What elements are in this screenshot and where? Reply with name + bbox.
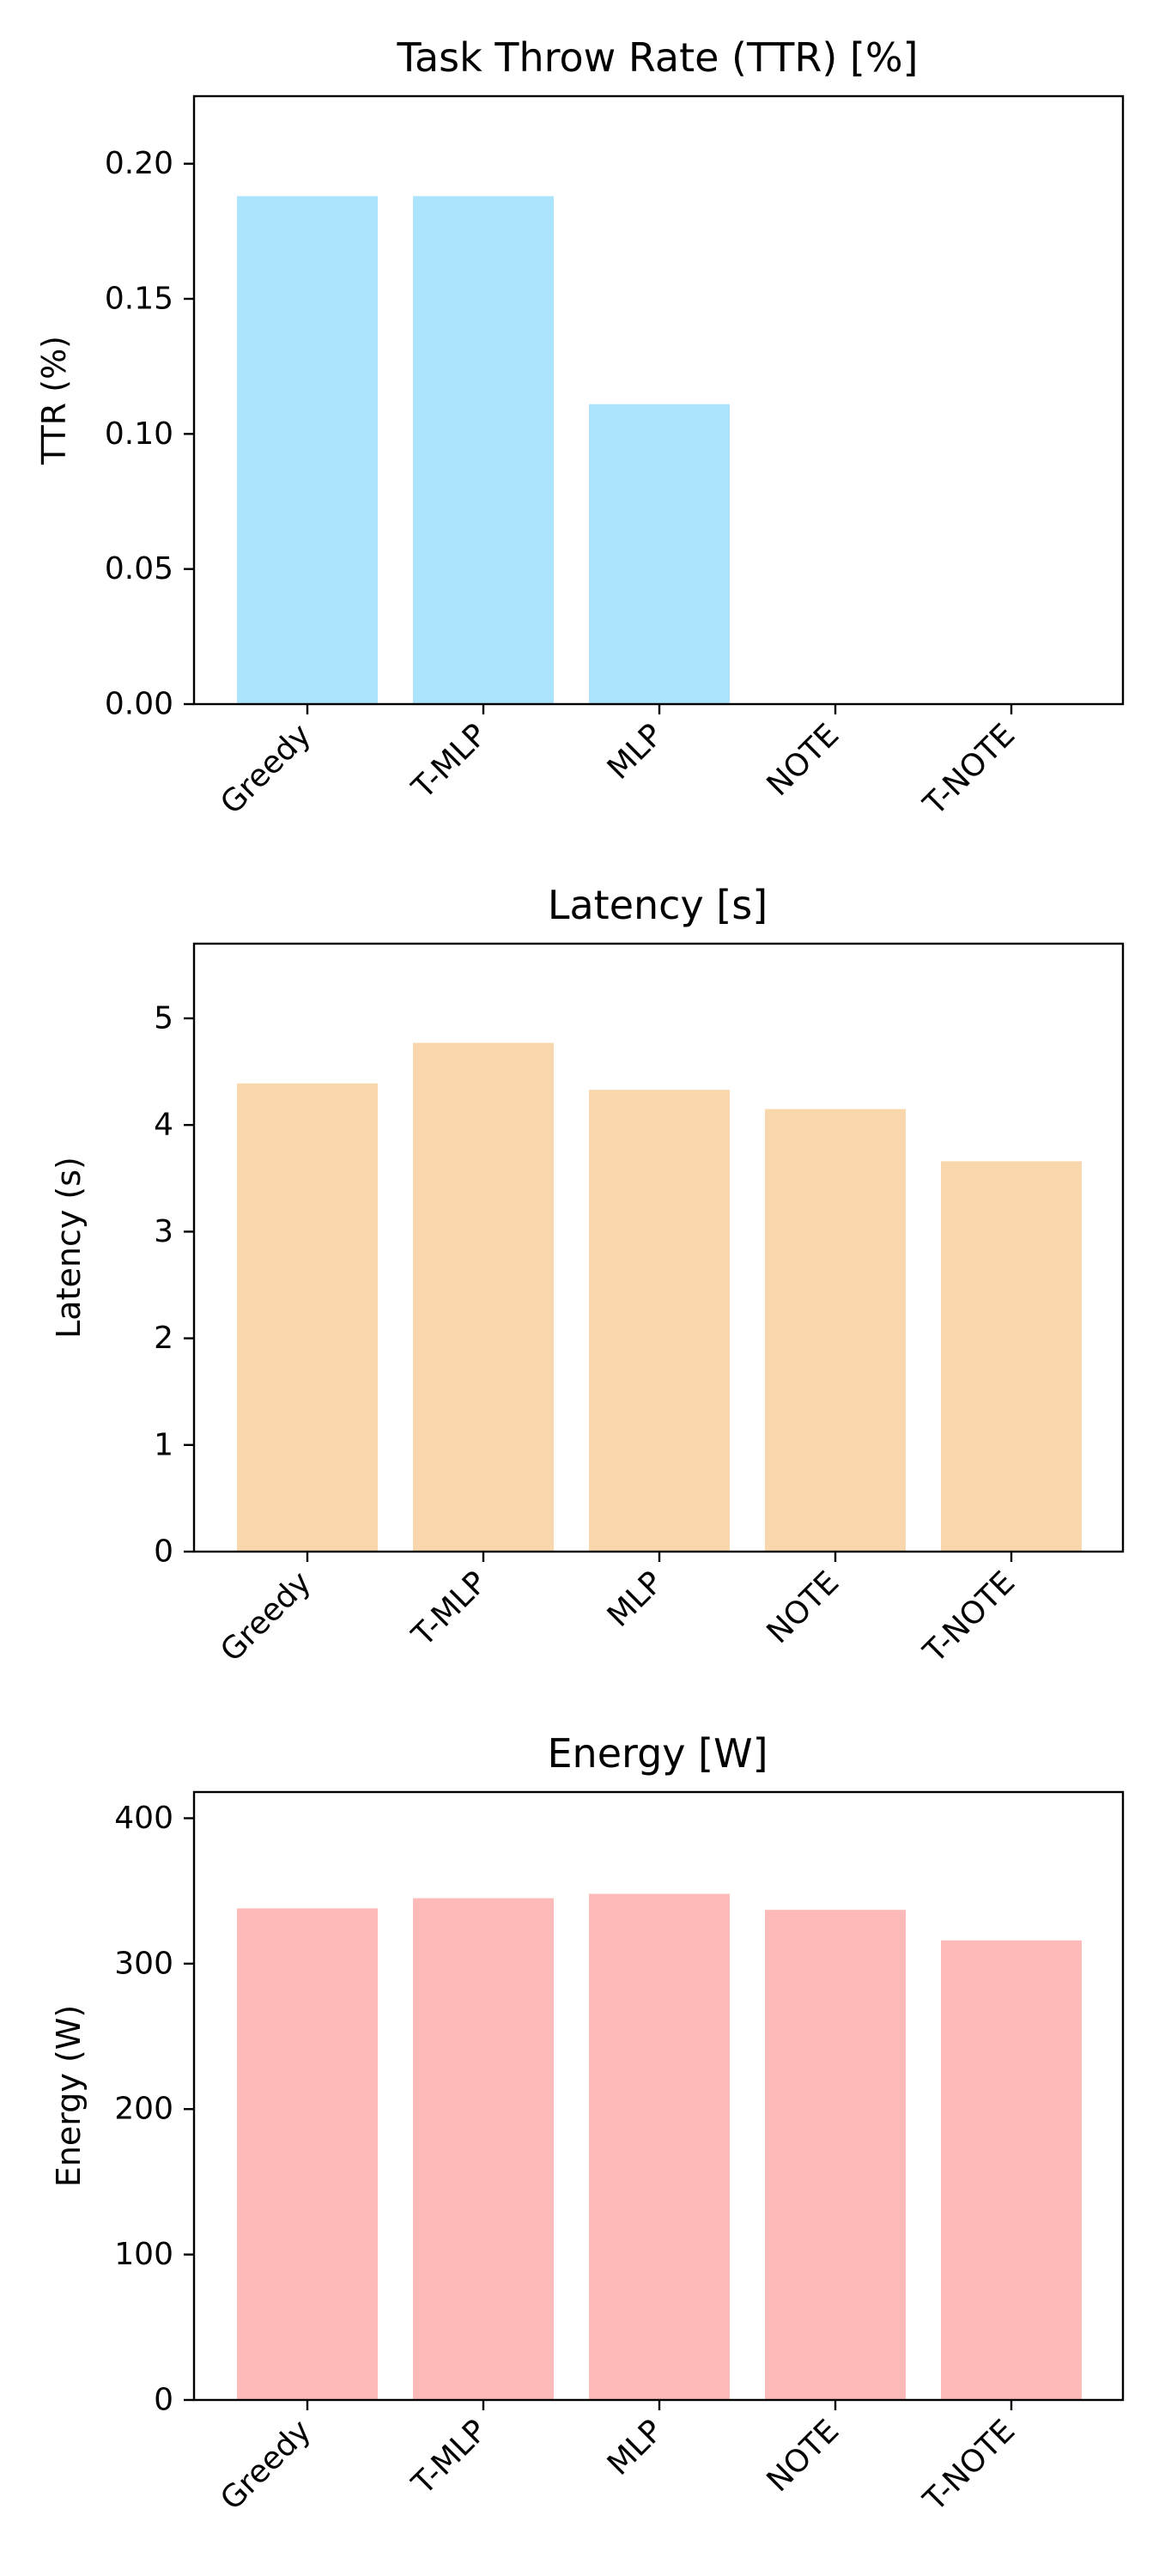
latency-bar-t-mlp	[413, 1042, 554, 1552]
latency-y-ticks: 0 1 2 3 4 5	[154, 1000, 194, 1570]
ttr-bar-mlp	[589, 404, 730, 704]
energy-x-tick-label: T-MLP	[405, 2413, 495, 2502]
energy-x-ticks: Greedy T-MLP MLP NOTE T-NOTE	[214, 2400, 1022, 2518]
energy-y-tick-label: 100	[114, 2237, 173, 2272]
ttr-chart-title: Task Throw Rate (TTR) [%]	[396, 34, 918, 81]
energy-y-tick-label: 200	[114, 2092, 173, 2127]
latency-y-tick-label: 2	[154, 1321, 173, 1356]
energy-bar-note	[765, 1910, 906, 2400]
latency-x-tick-label: MLP	[601, 1564, 670, 1633]
latency-bars	[237, 1042, 1082, 1552]
latency-x-tick-label: NOTE	[761, 1564, 846, 1650]
ttr-chart: Task Throw Rate (TTR) [%] TTR (%) 0.000.…	[35, 34, 1125, 823]
ttr-y-axis-label: TTR (%)	[35, 336, 73, 465]
ttr-x-ticks: Greedy T-MLP MLP NOTE T-NOTE	[214, 704, 1022, 823]
ttr-bars	[237, 196, 730, 705]
ttr-bar-t-mlp	[413, 196, 554, 705]
ttr-y-tick-label: 0.15	[105, 282, 173, 317]
latency-chart: Latency [s] Latency (s) 0 1 2 3 4 5 Greedy T-M…	[50, 882, 1125, 1670]
energy-x-tick-label: T-NOTE	[917, 2413, 1022, 2518]
ttr-y-ticks: 0.00 0.05 0.10 0.15 0.20	[105, 146, 194, 722]
latency-y-tick-label: 0	[154, 1534, 173, 1570]
latency-bar-note	[765, 1109, 906, 1552]
latency-x-ticks: Greedy T-MLP MLP NOTE T-NOTE	[214, 1552, 1022, 1670]
latency-y-tick-label: 3	[154, 1214, 173, 1249]
latency-x-tick-label: T-MLP	[405, 1564, 495, 1654]
energy-bars	[237, 1893, 1082, 2400]
ttr-x-tick-label: Greedy	[214, 717, 318, 821]
energy-y-ticks: 0 100 200 300 400	[114, 1801, 194, 2418]
energy-x-tick-label: NOTE	[761, 2413, 846, 2499]
energy-x-tick-label: Greedy	[214, 2413, 318, 2517]
energy-y-tick-label: 300	[114, 1946, 173, 1981]
energy-plot-frame	[192, 1790, 1125, 2402]
ttr-y-tick-label: 0.10	[105, 416, 173, 452]
latency-x-tick-label: T-NOTE	[917, 1564, 1022, 1670]
latency-bar-greedy	[237, 1083, 378, 1552]
latency-y-tick-label: 5	[154, 1000, 173, 1036]
latency-chart-title: Latency [s]	[548, 882, 768, 928]
ttr-bar-greedy	[237, 196, 378, 705]
latency-y-tick-label: 1	[154, 1427, 173, 1462]
energy-y-tick-label: 0	[154, 2383, 173, 2418]
latency-plot-frame	[192, 942, 1125, 1553]
energy-bar-mlp	[589, 1893, 730, 2400]
ttr-x-tick-label: MLP	[601, 717, 670, 786]
ttr-y-tick-label: 0.00	[105, 687, 173, 722]
ttr-plot-frame	[192, 94, 1125, 706]
energy-y-tick-label: 400	[114, 1801, 173, 1836]
energy-bar-t-note	[941, 1940, 1082, 2400]
ttr-y-tick-label: 0.05	[105, 551, 173, 586]
latency-y-tick-label: 4	[154, 1108, 173, 1143]
energy-y-axis-label: Energy (W)	[50, 2005, 88, 2187]
ttr-x-tick-label: NOTE	[761, 717, 846, 803]
ttr-x-tick-label: T-NOTE	[917, 717, 1022, 823]
energy-bar-t-mlp	[413, 1898, 554, 2400]
latency-y-axis-label: Latency (s)	[50, 1157, 88, 1339]
energy-bar-greedy	[237, 1908, 378, 2400]
energy-chart-title: Energy [W]	[547, 1730, 768, 1777]
latency-bar-t-note	[941, 1161, 1082, 1552]
latency-x-tick-label: Greedy	[214, 1564, 318, 1668]
ttr-y-tick-label: 0.20	[105, 146, 173, 181]
ttr-x-tick-label: T-MLP	[405, 717, 495, 806]
energy-chart: Energy [W] Energy (W) 0 100 200 300 400 Gree…	[50, 1730, 1125, 2518]
energy-x-tick-label: MLP	[601, 2413, 670, 2482]
latency-bar-mlp	[589, 1090, 730, 1552]
